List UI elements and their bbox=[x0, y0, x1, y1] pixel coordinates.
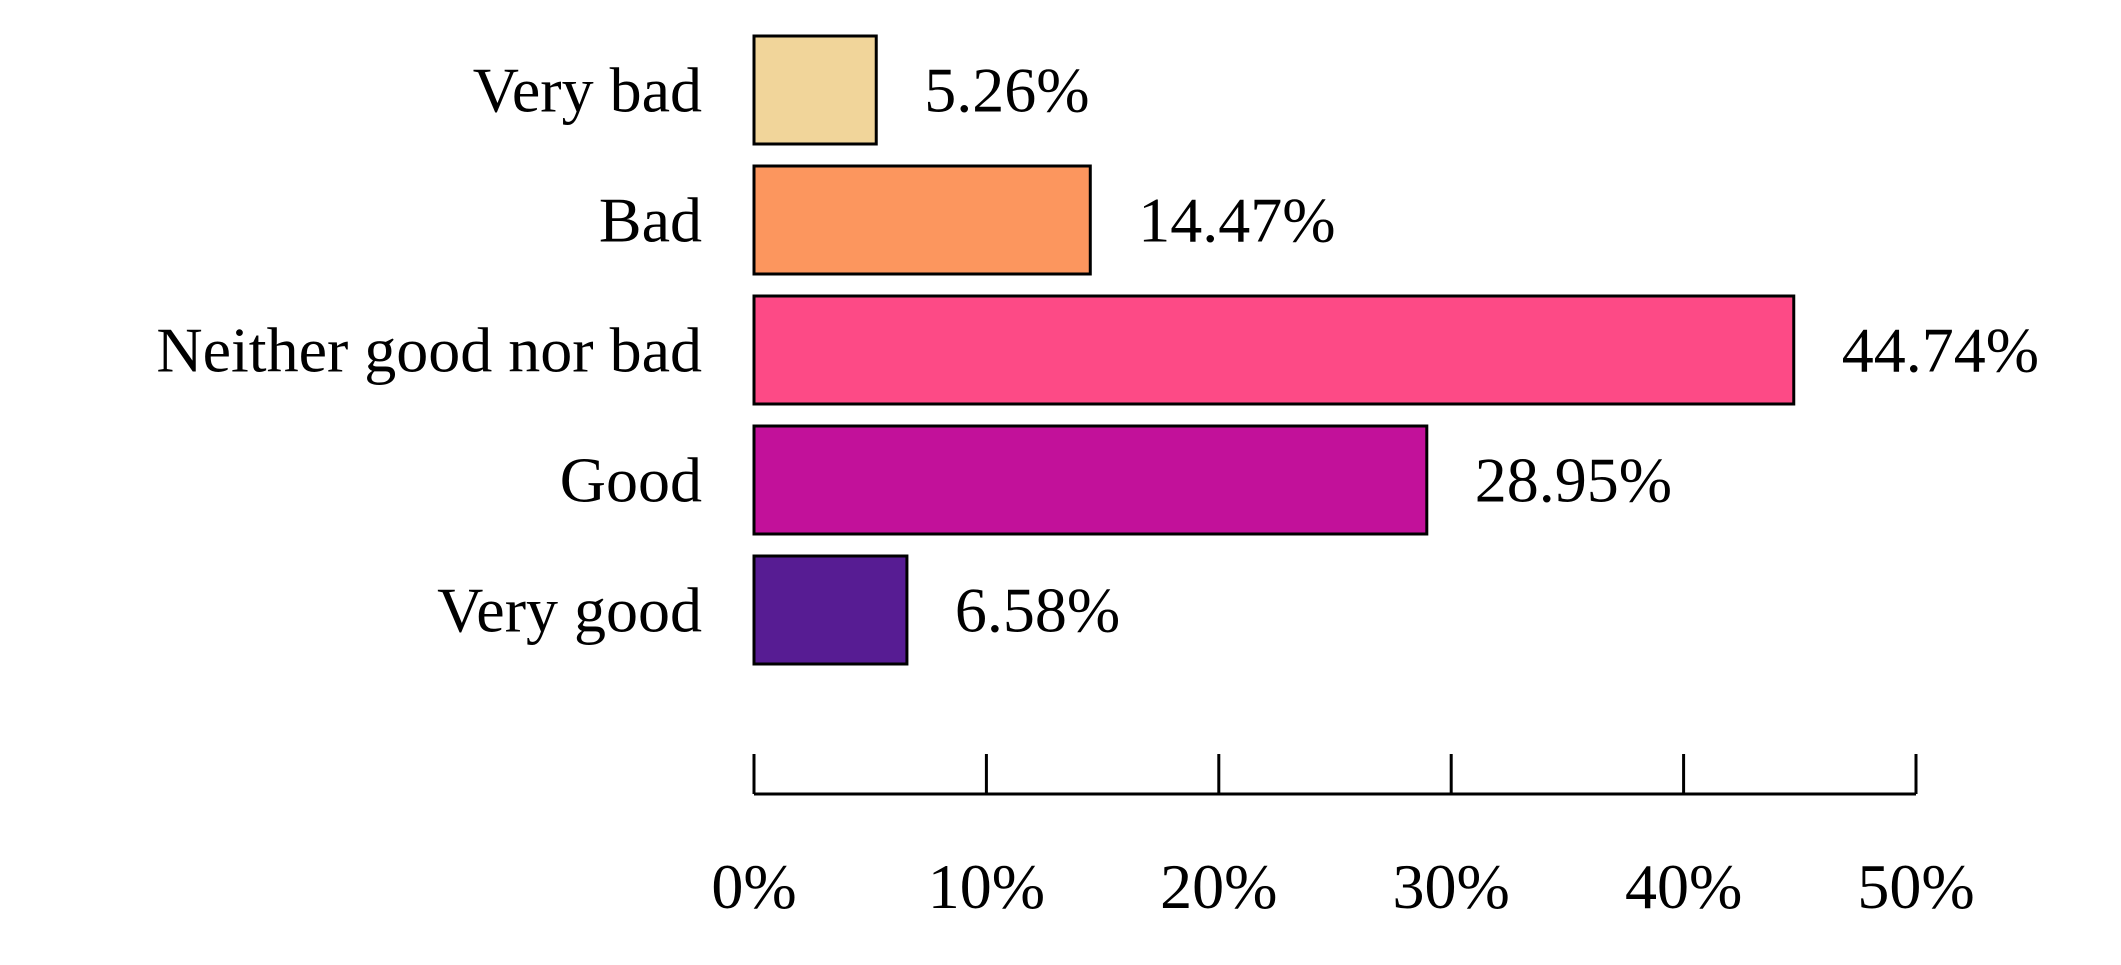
bar-good bbox=[752, 424, 1429, 536]
value-label-good: 28.95% bbox=[1475, 445, 1672, 516]
value-label-very-bad: 5.26% bbox=[924, 55, 1089, 126]
bar-very-bad bbox=[752, 34, 878, 146]
x-tick-label-20: 20% bbox=[1160, 851, 1277, 922]
bar-bad bbox=[752, 164, 1092, 276]
x-tick-label-50: 50% bbox=[1857, 851, 1974, 922]
value-label-very-good: 6.58% bbox=[955, 575, 1120, 646]
category-label-very-good: Very good bbox=[437, 575, 702, 646]
category-label-very-bad: Very bad bbox=[473, 55, 702, 126]
x-axis: 0% 10% 20% 30% 40% 50% bbox=[711, 754, 1975, 922]
x-tick-label-10: 10% bbox=[928, 851, 1045, 922]
bar-very-good bbox=[752, 554, 909, 666]
bars-group bbox=[752, 34, 1796, 666]
category-label-bad: Bad bbox=[599, 185, 702, 256]
category-labels-group: Very bad Bad Neither good nor bad Good Very … bbox=[156, 55, 702, 646]
x-tick-label-40: 40% bbox=[1625, 851, 1742, 922]
x-tick-label-30: 30% bbox=[1393, 851, 1510, 922]
x-tick-label-0: 0% bbox=[711, 851, 796, 922]
value-labels-group: 5.26% 14.47% 44.74% 28.95% 6.58% bbox=[924, 55, 2039, 646]
value-label-bad: 14.47% bbox=[1138, 185, 1335, 256]
value-label-neither-good-nor-bad: 44.74% bbox=[1842, 315, 2039, 386]
category-label-neither-good-nor-bad: Neither good nor bad bbox=[156, 315, 702, 386]
category-label-good: Good bbox=[560, 445, 702, 516]
bar-neither-good-nor-bad bbox=[752, 294, 1796, 406]
